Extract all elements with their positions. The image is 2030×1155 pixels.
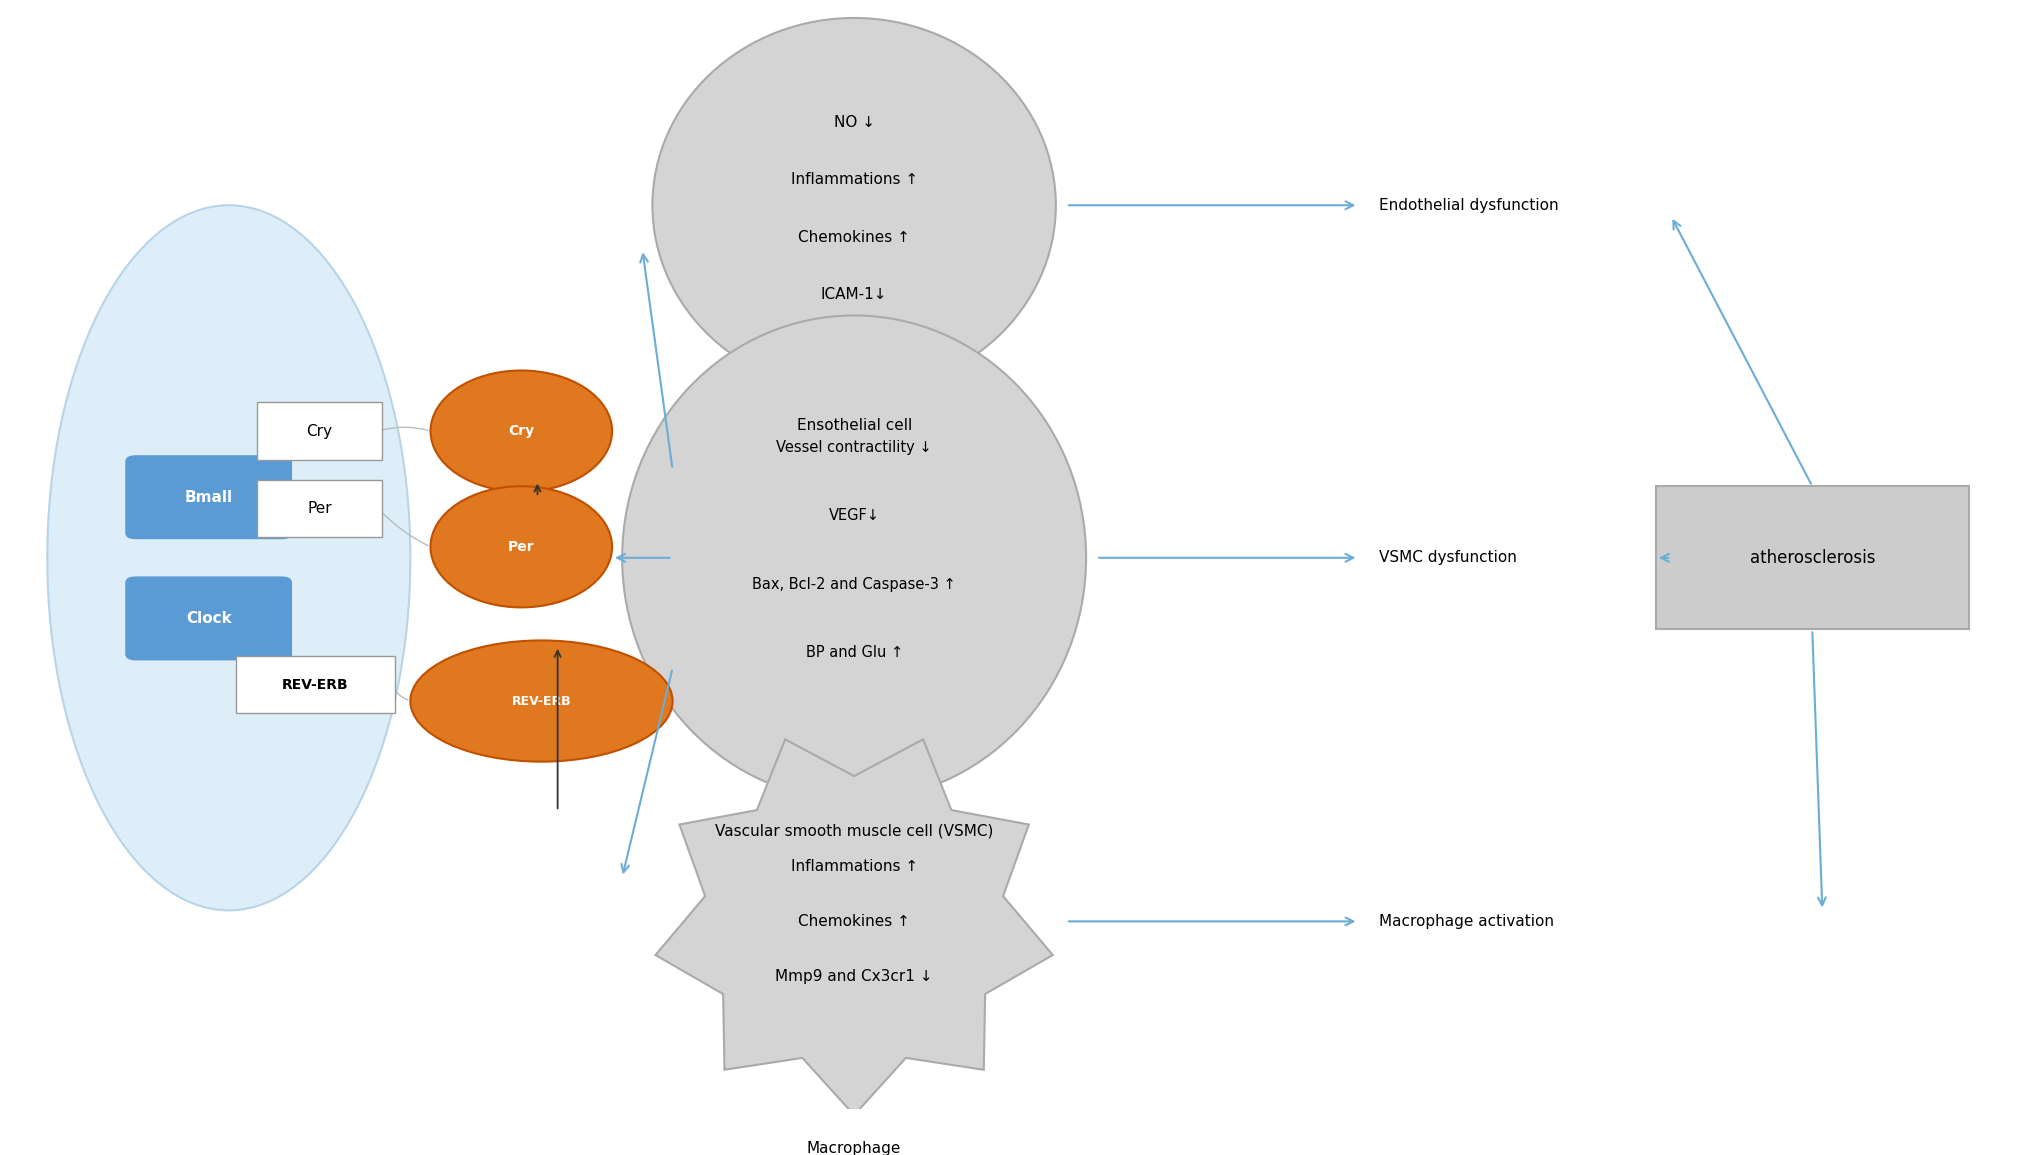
Text: Vessel contractility ↓: Vessel contractility ↓ xyxy=(775,440,932,455)
Ellipse shape xyxy=(430,486,611,608)
Text: Macrophage: Macrophage xyxy=(806,1141,901,1155)
FancyBboxPatch shape xyxy=(126,578,290,660)
FancyBboxPatch shape xyxy=(1654,486,1967,629)
Text: Endothelial dysfunction: Endothelial dysfunction xyxy=(1378,198,1557,213)
Text: Chemokines ↑: Chemokines ↑ xyxy=(798,914,909,929)
Text: Inflammations ↑: Inflammations ↑ xyxy=(790,172,918,187)
FancyBboxPatch shape xyxy=(258,402,382,460)
Text: NO ↓: NO ↓ xyxy=(832,116,875,131)
Text: Macrophage activation: Macrophage activation xyxy=(1378,914,1553,929)
Text: Per: Per xyxy=(508,539,534,553)
Ellipse shape xyxy=(410,640,672,761)
Text: Vascular smooth muscle cell (VSMC): Vascular smooth muscle cell (VSMC) xyxy=(715,824,993,839)
Text: atherosclerosis: atherosclerosis xyxy=(1748,549,1874,567)
Ellipse shape xyxy=(47,206,410,910)
Text: Chemokines ↑: Chemokines ↑ xyxy=(798,230,909,245)
Text: Clock: Clock xyxy=(185,611,231,626)
Text: Ensothelial cell: Ensothelial cell xyxy=(796,418,911,433)
FancyBboxPatch shape xyxy=(235,656,396,713)
Text: Cry: Cry xyxy=(307,424,333,439)
Text: REV-ERB: REV-ERB xyxy=(512,694,570,708)
Ellipse shape xyxy=(652,18,1056,393)
Text: REV-ERB: REV-ERB xyxy=(282,678,349,692)
Text: Mmp9 and Cx3cr1 ↓: Mmp9 and Cx3cr1 ↓ xyxy=(775,969,932,984)
Polygon shape xyxy=(656,739,1052,1115)
Text: Bax, Bcl-2 and Caspase-3 ↑: Bax, Bcl-2 and Caspase-3 ↑ xyxy=(751,576,956,591)
Text: Per: Per xyxy=(307,501,331,516)
Text: BP and Glu ↑: BP and Glu ↑ xyxy=(806,644,901,660)
Ellipse shape xyxy=(621,315,1086,800)
Text: Cry: Cry xyxy=(508,424,534,438)
FancyBboxPatch shape xyxy=(126,456,290,538)
Ellipse shape xyxy=(430,371,611,492)
Text: ICAM-1↓: ICAM-1↓ xyxy=(820,286,887,301)
Text: Inflammations ↑: Inflammations ↑ xyxy=(790,859,918,874)
FancyBboxPatch shape xyxy=(258,479,382,537)
Text: Bmall: Bmall xyxy=(185,490,233,505)
Text: VSMC dysfunction: VSMC dysfunction xyxy=(1378,550,1516,565)
Text: VEGF↓: VEGF↓ xyxy=(828,508,879,523)
